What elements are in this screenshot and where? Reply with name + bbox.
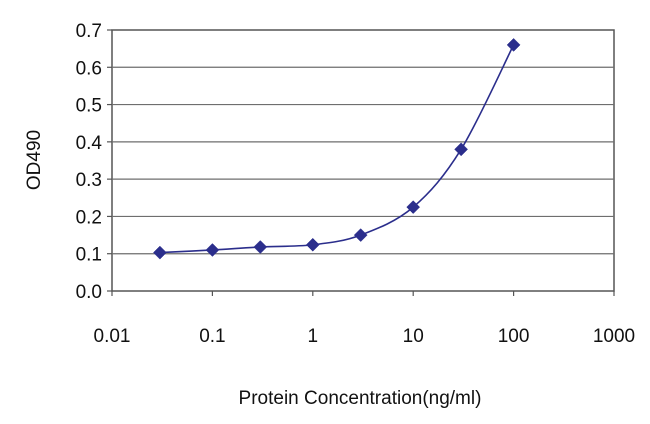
y-axis-title: OD490	[24, 130, 45, 190]
data-point	[253, 240, 268, 254]
y-tick-labels: 0.0 0.1 0.2 0.3 0.4 0.5 0.6 0.7	[76, 21, 112, 303]
x-tick-label: 1000	[593, 326, 635, 347]
data-point	[506, 38, 521, 52]
data-point	[406, 200, 421, 214]
x-axis-title: Protein Concentration(ng/ml)	[239, 388, 482, 409]
y-tick-label: 0.5	[76, 96, 102, 117]
data-point	[353, 228, 368, 242]
y-tick-label: 0.0	[76, 282, 102, 303]
y-tick-label: 0.2	[76, 207, 102, 228]
x-tick-labels: 0.01 0.1 1 10 100 1000	[94, 291, 635, 347]
data-series	[153, 38, 521, 260]
data-point	[205, 243, 220, 257]
x-tick-label: 0.01	[94, 326, 131, 347]
y-tick-label: 0.7	[76, 21, 102, 42]
grid-lines	[112, 66, 614, 255]
plot-area	[111, 29, 615, 292]
y-tick-label: 0.6	[76, 58, 102, 79]
y-tick-label: 0.3	[76, 170, 102, 191]
data-point	[305, 237, 320, 252]
x-tick-label: 10	[403, 326, 424, 347]
y-tick-label: 0.1	[76, 245, 102, 266]
x-tick-label: 0.1	[199, 326, 225, 347]
y-tick-label: 0.4	[76, 133, 103, 154]
x-tick-label: 1	[308, 326, 319, 347]
data-point	[454, 142, 468, 157]
x-tick-label: 100	[498, 326, 530, 347]
data-point	[153, 245, 167, 260]
